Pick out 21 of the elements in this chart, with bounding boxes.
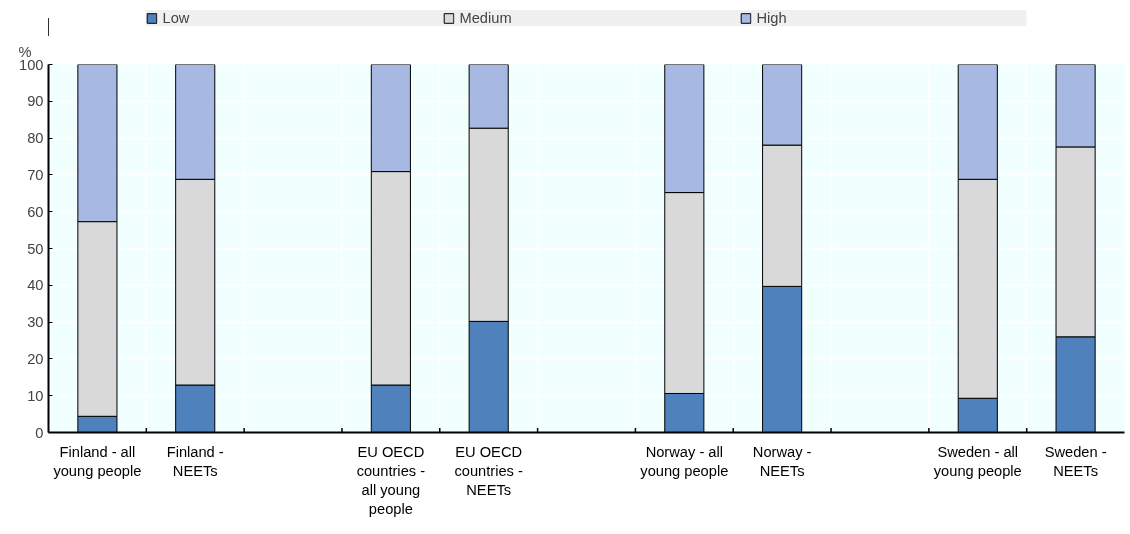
- y-tick-label: 60: [27, 203, 44, 220]
- legend-label: High: [756, 10, 788, 26]
- y-tick-label: 40: [27, 277, 44, 294]
- x-tick-label: EU OECD countries - all young people: [356, 443, 426, 518]
- y-tick-label: 0: [35, 424, 44, 441]
- y-tick-label: 30: [27, 314, 44, 331]
- x-tick-label: Sweden - all young people: [933, 443, 1022, 479]
- x-tick-label: Norway - NEETs: [752, 443, 812, 479]
- y-tick-label: 90: [27, 93, 44, 110]
- y-tick-label: 20: [27, 350, 44, 367]
- y-tick-label: 10: [27, 387, 44, 404]
- y-tick-label: 70: [27, 166, 44, 183]
- y-tick-label: 80: [27, 130, 44, 147]
- x-tick-label: EU OECD countries - NEETs: [454, 443, 524, 498]
- x-tick-label: Sweden - NEETs: [1044, 443, 1107, 479]
- legend-label: Low: [162, 10, 191, 26]
- x-tick-label: Norway - all young people: [640, 443, 729, 479]
- x-tick-label: Finland - NEETs: [166, 443, 224, 479]
- x-tick-label: Finland - all young people: [53, 443, 142, 479]
- y-tick-label: 50: [27, 240, 44, 257]
- legend-label: Medium: [459, 10, 513, 26]
